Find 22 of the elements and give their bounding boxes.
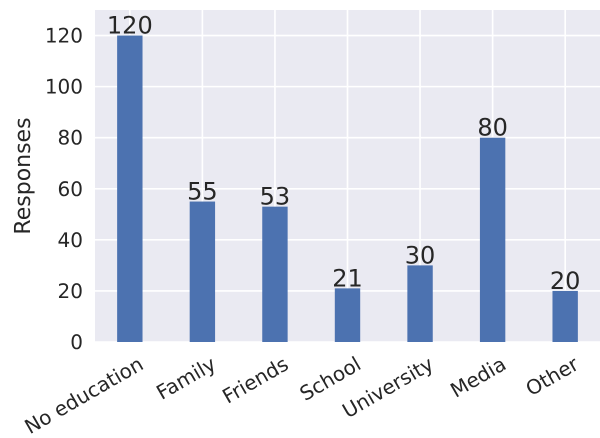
y-tick-label: 100	[44, 74, 83, 99]
data-label: 30	[404, 241, 436, 270]
data-label: 80	[477, 114, 508, 142]
y-tick-label: 60	[58, 176, 83, 201]
y-tick-label: 20	[58, 278, 83, 303]
data-label: 55	[187, 178, 218, 206]
y-axis-title: Responses	[11, 117, 36, 235]
bar	[190, 202, 216, 342]
bar	[117, 36, 143, 342]
data-label: 21	[332, 264, 363, 292]
y-tick-label: 120	[44, 24, 83, 48]
bar	[552, 290, 578, 342]
data-label: 120	[106, 12, 153, 40]
bar	[407, 265, 433, 342]
bar	[480, 138, 506, 342]
bar	[334, 288, 360, 342]
bar	[262, 206, 288, 342]
data-label: 20	[550, 266, 580, 295]
y-tick-label: 0	[70, 330, 83, 354]
y-tick-label: 40	[58, 228, 83, 252]
data-label: 53	[260, 182, 290, 211]
y-tick-label: 80	[58, 126, 83, 150]
